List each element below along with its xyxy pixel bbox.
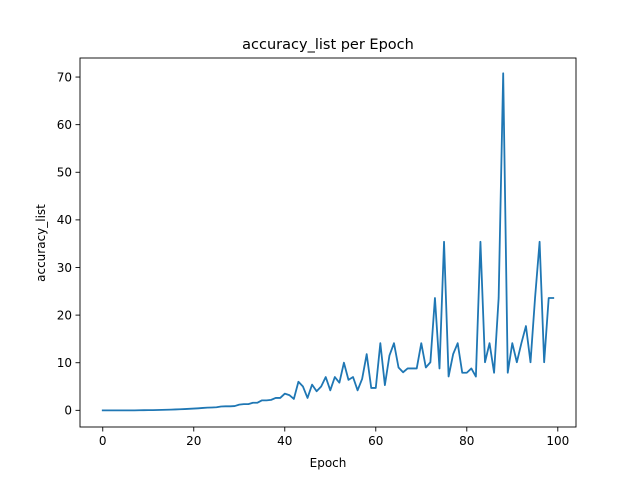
x-tick-label-1: 20	[186, 434, 201, 448]
y-tick-label-2: 20	[57, 308, 72, 322]
x-tick-label-3: 60	[368, 434, 383, 448]
y-tick-label-7: 70	[57, 70, 72, 84]
y-tick-label-3: 30	[57, 261, 72, 275]
x-tick-label-2: 40	[277, 434, 292, 448]
y-axis-label: accuracy_list	[34, 204, 48, 282]
axes-frame	[79, 57, 577, 428]
series-line-0	[101, 72, 555, 412]
chart-title: accuracy_list per Epoch	[242, 37, 414, 53]
y-tick-label-5: 50	[57, 166, 72, 180]
x-tick-label-5: 100	[546, 434, 569, 448]
y-tick-label-1: 10	[57, 356, 72, 370]
x-tick-label-0: 0	[99, 434, 107, 448]
y-tick-label-0: 0	[64, 404, 72, 418]
plot-area: 0 20 40 60 80 100 0 10 20 30 40 50 60 70	[57, 57, 577, 448]
y-tick-label-4: 40	[57, 213, 72, 227]
x-axis-label: Epoch	[310, 456, 347, 470]
x-tick-label-4: 80	[459, 434, 474, 448]
y-tick-label-6: 60	[57, 118, 72, 132]
